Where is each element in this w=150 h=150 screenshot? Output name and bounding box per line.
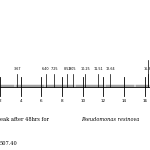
Text: 16: 16 bbox=[142, 99, 147, 103]
Text: 6: 6 bbox=[40, 99, 43, 103]
Text: 507.40: 507.40 bbox=[0, 141, 18, 146]
Text: 2: 2 bbox=[0, 99, 1, 103]
Text: eak after 48hrs for: eak after 48hrs for bbox=[0, 117, 51, 122]
Text: 7.25: 7.25 bbox=[51, 66, 58, 70]
Text: 9.05: 9.05 bbox=[69, 66, 77, 70]
Text: 3.67: 3.67 bbox=[14, 66, 21, 70]
Text: 14: 14 bbox=[122, 99, 127, 103]
Text: Pseudomonas resinova: Pseudomonas resinova bbox=[81, 117, 140, 122]
Text: 4: 4 bbox=[20, 99, 22, 103]
Text: 10: 10 bbox=[80, 99, 85, 103]
Text: 10.25: 10.25 bbox=[81, 66, 90, 70]
Text: 8: 8 bbox=[61, 99, 63, 103]
Text: 6.40: 6.40 bbox=[42, 66, 49, 70]
Text: 11.51: 11.51 bbox=[94, 66, 103, 70]
Text: 12: 12 bbox=[101, 99, 106, 103]
Text: 16.35: 16.35 bbox=[144, 66, 150, 70]
Text: 12.64: 12.64 bbox=[105, 66, 115, 70]
Text: 8.52: 8.52 bbox=[64, 66, 71, 70]
